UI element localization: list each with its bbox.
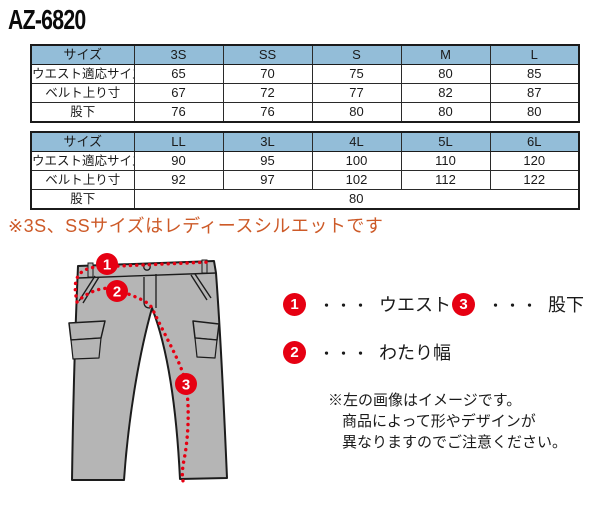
legend-dots: ・・・ [489, 297, 541, 313]
size-value: 65 [133, 64, 224, 84]
size-value: 80 [400, 64, 491, 84]
table-header-row: サイズ LL 3L 4L 5L 6L [30, 131, 580, 152]
legend-dots: ・・・ [320, 297, 372, 313]
size-value: 72 [222, 83, 313, 103]
row-label: ベルト上り寸 [30, 83, 135, 103]
svg-text:3: 3 [182, 377, 190, 394]
column-header: S [311, 44, 402, 65]
marker-2: 2 [106, 280, 128, 302]
pants-illustration: 1 2 3 [68, 253, 228, 483]
size-table-small: サイズ 3S SS S M L ウエスト適応サイズ 65 70 75 80 85… [30, 44, 580, 123]
column-header: 6L [489, 131, 580, 152]
size-value: 75 [311, 64, 402, 84]
legend-label: わたり幅 [379, 343, 452, 363]
size-value: 87 [489, 83, 580, 103]
column-header: L [489, 44, 580, 65]
column-header: 3L [222, 131, 313, 152]
legend-item-waist: 1 ・・・ ウエスト [283, 291, 451, 317]
row-label: ベルト上り寸 [30, 170, 135, 190]
disclaimer-line: ※左の画像はイメージです。 [328, 392, 522, 409]
row-label: 股下 [30, 102, 135, 123]
size-value: 102 [311, 170, 402, 190]
size-value: 82 [400, 83, 491, 103]
legend-item-inseam: 3 ・・・ 股下 [452, 291, 584, 317]
legend-marker-1: 1 [283, 292, 306, 316]
size-value: 77 [311, 83, 402, 103]
fly-placket [143, 274, 157, 309]
size-value: 97 [222, 170, 313, 190]
legend-item-thigh-width: 2 ・・・ わたり幅 [283, 339, 451, 365]
cargo-pocket-flap-left [68, 320, 106, 341]
cargo-pocket-flap-right [192, 320, 220, 341]
size-value: 76 [133, 102, 224, 123]
size-value: 120 [489, 151, 580, 171]
row-label: 股下 [30, 189, 135, 210]
row-label: ウエスト適応サイズ [30, 64, 135, 84]
size-value: 80 [311, 102, 402, 123]
size-value: 70 [222, 64, 313, 84]
marker-3: 3 [175, 373, 197, 395]
column-header: 5L [400, 131, 491, 152]
legend-marker-2: 2 [283, 340, 306, 364]
size-value: 110 [400, 151, 491, 171]
size-value: 95 [222, 151, 313, 171]
column-header: LL [133, 131, 224, 152]
legend-label: 股下 [548, 295, 585, 315]
size-value: 100 [311, 151, 402, 171]
waist-measure-line [73, 260, 212, 298]
silhouette-note: ※3S、SSサイズはレディースシルエットです [8, 216, 384, 236]
column-header: サイズ [30, 131, 135, 152]
marker-1: 1 [96, 253, 118, 275]
size-value: 76 [222, 102, 313, 123]
size-value: 80 [400, 102, 491, 123]
legend-dots: ・・・ [320, 345, 372, 361]
belt-loop [201, 259, 208, 274]
table-row: 股下 76 76 80 80 80 [30, 102, 580, 123]
page-title: AZ-6820 [8, 4, 86, 35]
waistband-seam [77, 272, 217, 279]
legend-marker-3: 3 [452, 292, 475, 316]
disclaimer-line: 異なりますのでご注意ください。 [342, 434, 568, 451]
table-row: ウエスト適応サイズ 65 70 75 80 85 [30, 64, 580, 84]
column-header: M [400, 44, 491, 65]
cargo-pocket-right [194, 337, 218, 359]
pants-diagram: 1 2 3 [60, 250, 280, 503]
svg-text:2: 2 [113, 284, 121, 301]
size-value: 90 [133, 151, 224, 171]
size-value: 92 [133, 170, 224, 190]
legend-label: ウエスト [379, 295, 452, 315]
belt-loop [87, 262, 94, 278]
size-value: 85 [489, 64, 580, 84]
column-header: 4L [311, 131, 402, 152]
size-value-merged: 80 [133, 189, 580, 210]
image-disclaimer-note: ※左の画像はイメージです。 商品によって形やデザインが 異なりますのでご注意くだ… [328, 390, 567, 453]
column-header: 3S [133, 44, 224, 65]
cargo-pocket-left [70, 337, 102, 360]
table-row: ベルト上り寸 67 72 77 82 87 [30, 83, 580, 103]
column-header: サイズ [30, 44, 135, 65]
size-value: 80 [489, 102, 580, 123]
table-header-row: サイズ 3S SS S M L [30, 44, 580, 65]
svg-text:1: 1 [103, 257, 111, 274]
row-label: ウエスト適応サイズ [30, 151, 135, 171]
table-row: ベルト上り寸 92 97 102 112 122 [30, 170, 580, 190]
column-header: SS [222, 44, 313, 65]
size-value: 122 [489, 170, 580, 190]
table-row: 股下 80 [30, 189, 580, 210]
disclaimer-line: 商品によって形やデザインが [342, 413, 536, 430]
front-pocket-right [190, 273, 212, 301]
size-value: 67 [133, 83, 224, 103]
size-table-large: サイズ LL 3L 4L 5L 6L ウエスト適応サイズ 90 95 100 1… [30, 131, 580, 210]
size-value: 112 [400, 170, 491, 190]
table-row: ウエスト適応サイズ 90 95 100 110 120 [30, 151, 580, 171]
